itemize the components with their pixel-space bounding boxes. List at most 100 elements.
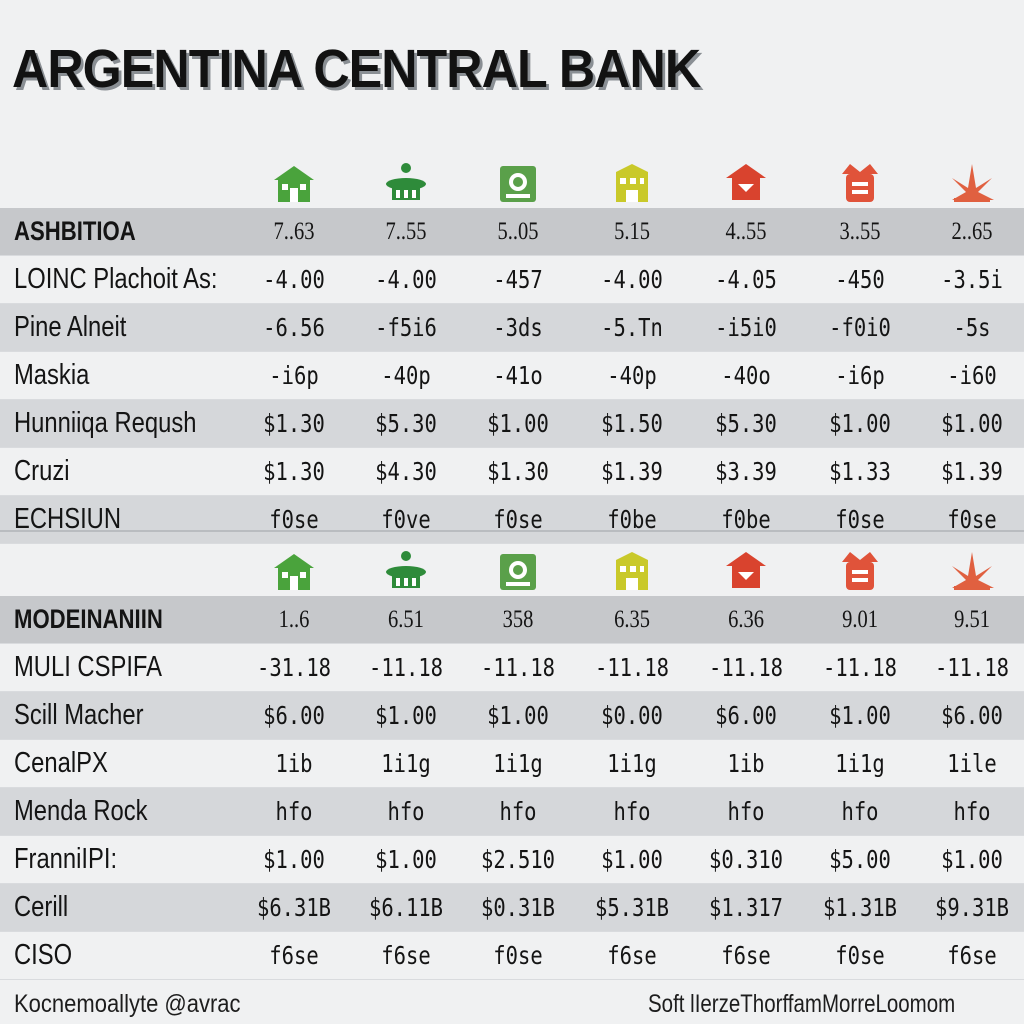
table-cell: 9.51 (954, 606, 990, 633)
table-cell: f6se (721, 941, 771, 970)
table-cell: $5.30 (375, 409, 437, 438)
table-row: Cerill $6.31B $6.11B $0.31B $5.31B $1.317 $1.3… (0, 884, 1024, 932)
table-cell: f6se (381, 941, 431, 970)
table-cell: -11.18 (594, 653, 670, 682)
table-cell: 7..55 (385, 218, 427, 245)
table-cell: 358 (502, 606, 534, 633)
table-cell: $0.31B (480, 893, 556, 922)
table-cell: 1ib (275, 749, 313, 778)
table-cell: -3.5i (941, 265, 1003, 294)
table-cell: -5s (953, 313, 991, 342)
table-cell: $1.30 (263, 409, 325, 438)
table-cell: $5.00 (829, 845, 891, 874)
table-row: LOINC Plachoit As: -4.00 -4.00 -457 -4.00 -4.… (0, 256, 1024, 304)
table-cell: $1.39 (941, 457, 1003, 486)
table-cell: hfo (613, 797, 651, 826)
table-cell: hfo (275, 797, 313, 826)
row-label: Hunniiqa Reqush (14, 407, 197, 439)
row-label: Maskia (14, 359, 90, 391)
tower-icon (836, 548, 884, 596)
table-cell: hfo (727, 797, 765, 826)
table-cell: $1.00 (941, 409, 1003, 438)
table-cell: $1.00 (829, 409, 891, 438)
table-row: Menda Rock hfo hfo hfo hfo hfo hfo hfo (0, 788, 1024, 836)
table-cell: hfo (499, 797, 537, 826)
table-cell: f0se (835, 505, 885, 534)
row-label: Scill Macher (14, 699, 144, 731)
table-cell: 1ile (947, 749, 997, 778)
table-cell: -31.18 (256, 653, 332, 682)
table-row: Scill Macher $6.00 $1.00 $1.00 $0.00 $6.00 $1.… (0, 692, 1024, 740)
pagoda-icon (722, 160, 770, 208)
table-cell: -40o (721, 361, 771, 390)
table-cell: f6se (269, 941, 319, 970)
table-cell: f0se (947, 505, 997, 534)
table-cell: -4.00 (263, 265, 325, 294)
table-cell: 1i1g (381, 749, 431, 778)
table-cell: $0.00 (601, 701, 663, 730)
table-cell: $0.310 (708, 845, 784, 874)
table-cell: -3ds (493, 313, 543, 342)
table-cell: $6.11B (368, 893, 444, 922)
table-cell: -i6p (835, 361, 885, 390)
table-cell: 7..63 (273, 218, 315, 245)
table-cell: $1.33 (829, 457, 891, 486)
table-cell: -11.18 (822, 653, 898, 682)
row-label: Pine Alneit (14, 311, 127, 343)
pagoda-icon (722, 548, 770, 596)
table-cell: $6.00 (941, 701, 1003, 730)
table-cell: 1i1g (607, 749, 657, 778)
table-cell: $1.00 (263, 845, 325, 874)
table-cell: -11.18 (480, 653, 556, 682)
table-cell: -40p (607, 361, 657, 390)
table-cell: -i5i0 (715, 313, 777, 342)
table-cell: $1.00 (487, 409, 549, 438)
table-cell: $6.00 (263, 701, 325, 730)
house-icon (270, 160, 318, 208)
table-cell: $5.31B (594, 893, 670, 922)
table-cell: 1ib (727, 749, 765, 778)
table-cell: hfo (841, 797, 879, 826)
table-cell: -f0i0 (829, 313, 891, 342)
table-row: CISO f6se f6se f0se f6se f6se f0se f6se (0, 932, 1024, 980)
safe-icon (494, 160, 542, 208)
table-cell: $6.00 (715, 701, 777, 730)
row-label: ASHBITIOA (14, 216, 136, 246)
table-row: FranniIPI: $1.00 $1.00 $2.510 $1.00 $0.310 $5.… (0, 836, 1024, 884)
table-cell: -11.18 (368, 653, 444, 682)
table-cell: $1.30 (263, 457, 325, 486)
table-cell: $1.00 (375, 701, 437, 730)
table-cell: -4.00 (601, 265, 663, 294)
table-cell: -457 (493, 265, 543, 294)
table-cell: -450 (835, 265, 885, 294)
table-cell: 6.36 (728, 606, 764, 633)
tower-icon (836, 160, 884, 208)
row-label: CenalPX (14, 747, 108, 779)
table-cell: $1.39 (601, 457, 663, 486)
table-cell: $1.317 (708, 893, 784, 922)
table-cell: $1.00 (487, 701, 549, 730)
table-cell: $1.30 (487, 457, 549, 486)
row-label: MODEINANIIN (14, 604, 163, 634)
table-cell: f0se (493, 505, 543, 534)
safe-icon (494, 548, 542, 596)
table-cell: f0se (493, 941, 543, 970)
table-cell: 6.35 (614, 606, 650, 633)
temple-icon (382, 548, 430, 596)
table-row: Cruzi $1.30 $4.30 $1.30 $1.39 $3.39 $1.33 $1.39 (0, 448, 1024, 496)
table-cell: $2.510 (480, 845, 556, 874)
table-cell: 5..05 (497, 218, 539, 245)
table-cell: 1..6 (278, 606, 310, 633)
table-cell: -11.18 (934, 653, 1010, 682)
table-cell: $1.50 (601, 409, 663, 438)
table-cell: 3..55 (839, 218, 881, 245)
table-row: ASHBITIOA 7..63 7..55 5..05 5.15 4..55 3..55 2.… (0, 208, 1024, 256)
table-row: Hunniiqa Reqush $1.30 $5.30 $1.00 $1.50 $5.30… (0, 400, 1024, 448)
table-cell: $1.00 (375, 845, 437, 874)
table-cell: -i60 (947, 361, 997, 390)
row-label: FranniIPI: (14, 843, 118, 875)
building-icon (608, 548, 656, 596)
table-cell: $1.31B (822, 893, 898, 922)
table-cell: f0be (607, 505, 657, 534)
rates-table-top: ASHBITIOA 7..63 7..55 5..05 5.15 4..55 3..55 2.… (0, 160, 1024, 544)
